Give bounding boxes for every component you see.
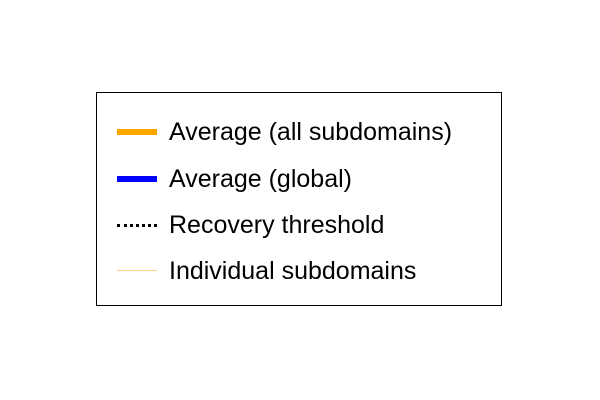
legend-entry-individual-subdomains: Individual subdomains [97, 256, 501, 286]
legend-swatch [117, 223, 157, 227]
legend-label: Individual subdomains [169, 257, 417, 285]
legend-entry-average-global: Average (global) [97, 164, 501, 194]
legend-swatch [117, 129, 157, 135]
legend-entry-average-all-subdomains: Average (all subdomains) [97, 117, 501, 147]
legend-label: Recovery threshold [169, 211, 385, 239]
legend-swatch [117, 270, 157, 272]
chart-legend: Average (all subdomains) Average (global… [96, 92, 502, 306]
legend-label: Average (all subdomains) [169, 118, 453, 146]
legend-entry-recovery-threshold: Recovery threshold [97, 210, 501, 240]
legend-swatch [117, 176, 157, 182]
legend-label: Average (global) [169, 165, 352, 193]
